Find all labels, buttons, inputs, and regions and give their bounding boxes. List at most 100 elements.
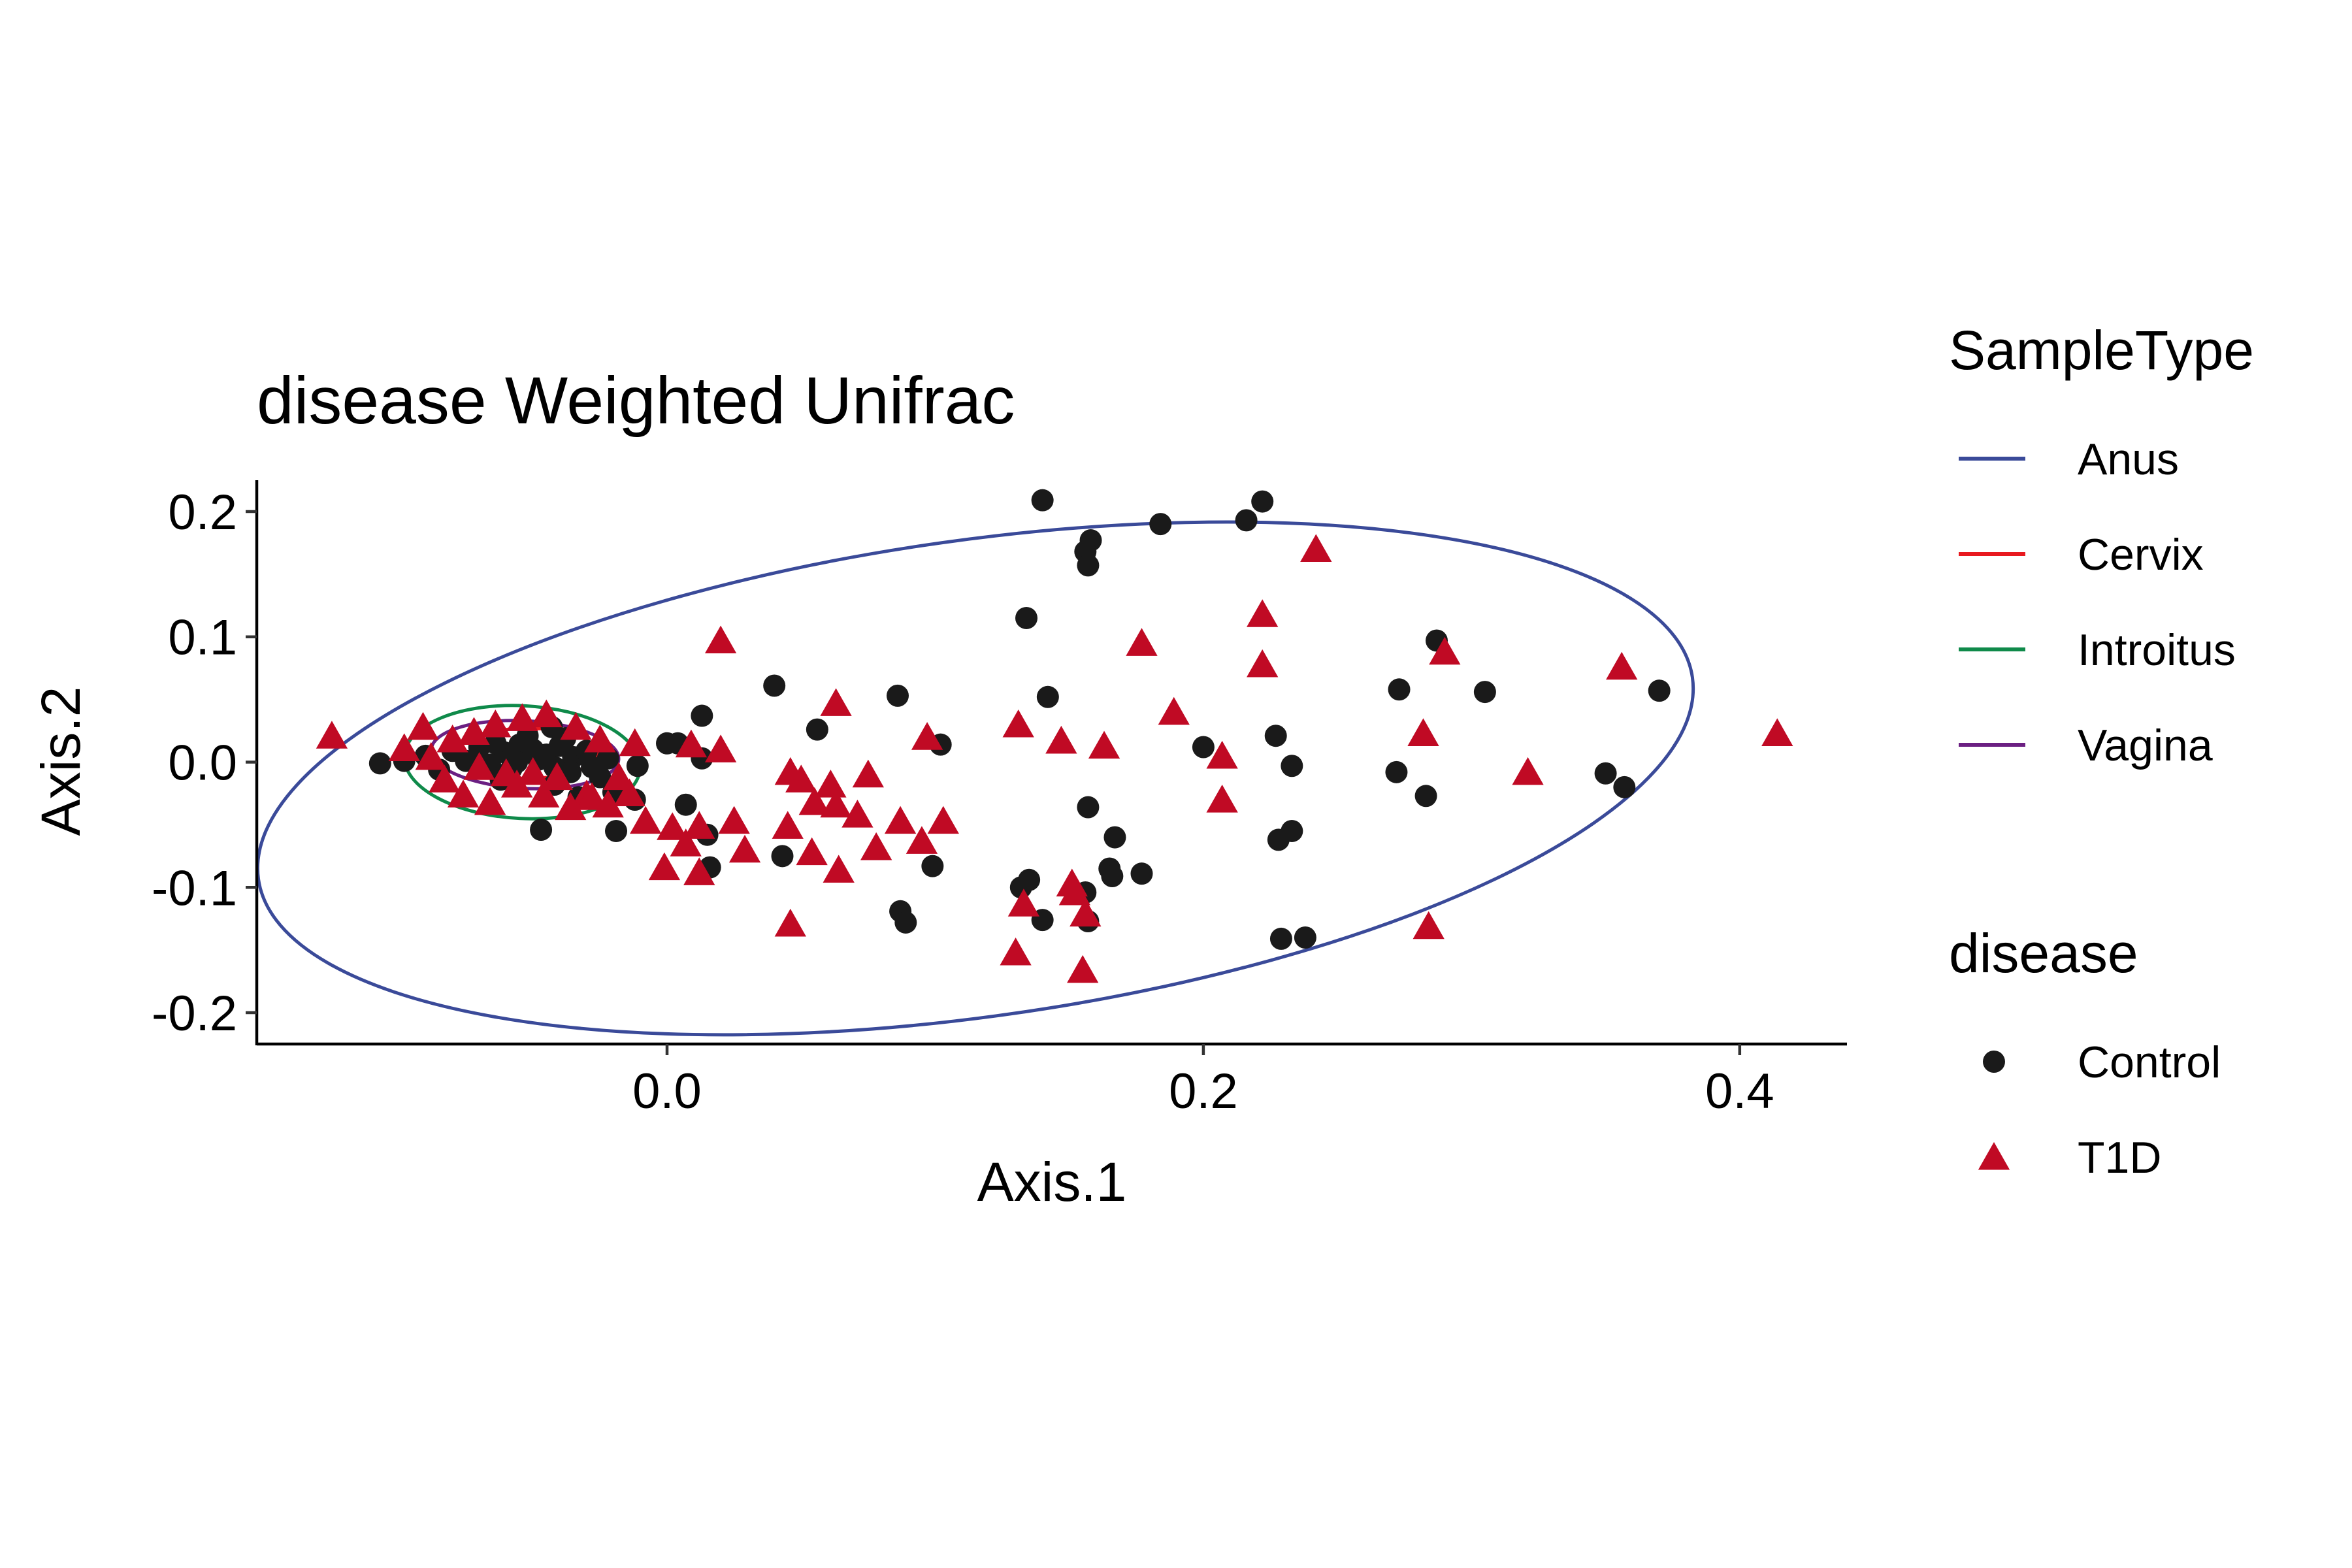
triangle-point-t1d <box>1045 725 1077 754</box>
circle-point-control <box>886 684 909 707</box>
triangle-point-t1d <box>1206 785 1238 813</box>
triangle-point-t1d <box>1058 877 1091 906</box>
circle-point-control <box>921 855 944 877</box>
circle-point-control <box>1414 785 1437 808</box>
circle-point-control <box>1077 554 1100 577</box>
triangle-point-t1d <box>436 724 468 753</box>
triangle-point-t1d <box>1247 649 1279 678</box>
circle-point-control <box>1294 926 1316 949</box>
triangle-point-t1d <box>506 703 538 731</box>
circle-point-control <box>1192 736 1215 759</box>
triangle-point-t1d <box>1002 709 1034 738</box>
circle-point-control <box>1130 862 1153 885</box>
legend-item-t1d: T1D <box>1978 1133 2161 1183</box>
triangle-point-t1d <box>1206 740 1238 769</box>
triangle-point-t1d <box>602 762 635 791</box>
circle-point-control <box>368 752 391 775</box>
triangle-point-t1d <box>1247 599 1279 627</box>
triangle-point-t1d <box>798 787 830 815</box>
triangle-point-t1d <box>683 811 715 839</box>
circle-point-control <box>605 819 628 842</box>
triangle-point-t1d <box>528 779 560 808</box>
circle-point-control <box>691 704 713 727</box>
triangle-point-t1d <box>683 857 715 885</box>
triangle-point-t1d <box>584 724 616 753</box>
triangle-point-t1d <box>560 711 592 740</box>
x-axis-title: Axis.1 <box>977 1151 1127 1213</box>
legend-label: Control <box>2078 1037 2221 1087</box>
triangle-point-t1d <box>1158 696 1190 725</box>
y-tick-label: 0.0 <box>168 736 237 791</box>
circle-point-control <box>1036 685 1059 708</box>
y-tick-label: 0.2 <box>168 485 237 540</box>
triangle-point-t1d <box>592 789 624 818</box>
triangle-point-t1d <box>630 806 662 834</box>
triangle-point-t1d <box>1126 628 1158 656</box>
triangle-point-t1d <box>429 764 461 792</box>
legend-title: disease <box>1949 923 2138 984</box>
circle-point-control <box>1388 678 1411 701</box>
triangle-point-t1d <box>1300 534 1332 563</box>
triangle-point-t1d <box>823 855 855 883</box>
ellipse-anus <box>255 520 1695 1037</box>
triangle-point-t1d <box>774 908 806 937</box>
triangle-point-t1d <box>704 625 737 654</box>
circle-point-control <box>530 819 553 841</box>
y-tick-label: -0.2 <box>152 986 237 1041</box>
x-tick-label: 0.2 <box>1169 1064 1238 1119</box>
circle-point-control <box>589 766 612 789</box>
triangle-point-t1d <box>407 711 439 740</box>
y-tick-label: -0.1 <box>152 860 237 916</box>
triangle-point-t1d <box>517 757 549 785</box>
circle-point-control <box>1613 776 1636 798</box>
circle-point-control <box>1077 796 1100 819</box>
legend-label: Cervix <box>2078 530 2204 580</box>
triangle-point-t1d <box>388 733 420 761</box>
triangle-point-t1d <box>1070 898 1102 927</box>
legend-circle-key <box>1983 1051 2005 1073</box>
triangle-point-t1d <box>576 782 608 810</box>
series-t1d <box>316 534 1793 983</box>
triangle-point-t1d <box>884 806 917 834</box>
triangle-point-t1d <box>619 728 651 757</box>
triangle-point-t1d <box>447 779 480 808</box>
circle-point-control <box>894 911 917 934</box>
legend-label: Vagina <box>2078 721 2213 770</box>
triangle-point-t1d <box>1067 955 1099 983</box>
x-tick-label: 0.4 <box>1705 1064 1774 1119</box>
triangle-point-t1d <box>820 688 852 716</box>
triangle-point-t1d <box>1512 757 1544 785</box>
triangle-point-t1d <box>1761 718 1793 746</box>
legend-item-anus: Anus <box>1959 434 2179 484</box>
triangle-point-t1d <box>675 729 708 758</box>
triangle-point-t1d <box>1606 651 1638 680</box>
legend-item-cervix: Cervix <box>1959 530 2204 580</box>
legend-disease: disease Control T1D <box>1949 923 2221 1183</box>
circle-point-control <box>1251 490 1274 513</box>
triangle-point-t1d <box>463 752 495 780</box>
triangle-point-t1d <box>670 828 702 857</box>
legend-item-vagina: Vagina <box>1959 721 2213 770</box>
x-axis-ticks: 0.0 0.2 0.4 <box>632 1044 1774 1119</box>
circle-point-control <box>1269 927 1292 950</box>
circle-point-control <box>1103 826 1126 849</box>
triangle-point-t1d <box>911 722 943 750</box>
triangle-point-t1d <box>555 792 587 821</box>
y-tick-label: 0.1 <box>168 610 237 666</box>
legend-item-introitus: Introitus <box>1959 625 2236 675</box>
triangle-point-t1d <box>772 811 804 839</box>
circle-point-control <box>806 718 828 741</box>
triangle-point-t1d <box>820 789 852 818</box>
triangle-point-t1d <box>500 770 533 798</box>
triangle-point-t1d <box>927 806 959 834</box>
triangle-point-t1d <box>860 832 892 860</box>
circle-point-control <box>1031 489 1054 512</box>
triangle-point-t1d <box>1007 889 1040 917</box>
circle-point-control <box>1149 513 1172 536</box>
triangle-point-t1d <box>796 837 828 866</box>
point-layer <box>316 489 1793 983</box>
y-axis-title: Axis.2 <box>30 687 91 836</box>
legend-title: SampleType <box>1949 319 2254 381</box>
y-axis-ticks: 0.2 0.1 0.0 -0.1 -0.2 <box>152 485 257 1041</box>
